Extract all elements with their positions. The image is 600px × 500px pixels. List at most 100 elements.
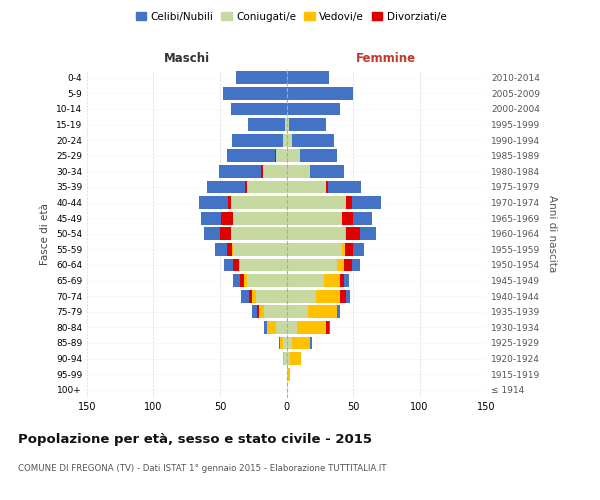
Bar — [346, 196, 352, 209]
Bar — [287, 87, 353, 100]
Text: Femmine: Femmine — [356, 52, 416, 65]
Bar — [316, 290, 340, 302]
Bar — [283, 134, 287, 146]
Bar — [264, 321, 266, 334]
Bar — [337, 258, 344, 272]
Bar — [287, 134, 292, 146]
Bar — [236, 72, 287, 84]
Bar — [206, 180, 245, 194]
Bar — [353, 243, 364, 256]
Bar — [359, 228, 376, 240]
Bar — [287, 102, 340, 116]
Bar — [276, 321, 287, 334]
Bar — [352, 258, 359, 272]
Bar — [233, 243, 287, 256]
Bar — [287, 336, 292, 349]
Bar — [256, 290, 287, 302]
Bar — [227, 243, 232, 256]
Bar — [344, 258, 352, 272]
Bar — [292, 336, 310, 349]
Bar — [257, 306, 259, 318]
Bar — [266, 321, 276, 334]
Bar — [343, 212, 353, 224]
Bar — [310, 165, 344, 178]
Bar — [230, 228, 287, 240]
Bar — [215, 243, 227, 256]
Bar — [283, 336, 287, 349]
Bar — [264, 306, 287, 318]
Bar — [224, 258, 233, 272]
Bar — [352, 196, 381, 209]
Bar — [278, 336, 280, 349]
Bar — [232, 134, 283, 146]
Bar — [276, 150, 287, 162]
Bar — [287, 165, 310, 178]
Bar — [287, 321, 297, 334]
Bar — [261, 165, 263, 178]
Bar — [326, 180, 328, 194]
Bar — [233, 258, 239, 272]
Bar — [287, 212, 343, 224]
Bar — [292, 134, 334, 146]
Bar — [252, 290, 256, 302]
Bar — [285, 118, 287, 131]
Bar — [287, 243, 343, 256]
Bar — [287, 290, 316, 302]
Bar — [227, 150, 275, 162]
Text: COMUNE DI FREGONA (TV) - Dati ISTAT 1° gennaio 2015 - Elaborazione TUTTITALIA.IT: COMUNE DI FREGONA (TV) - Dati ISTAT 1° g… — [18, 464, 386, 473]
Bar — [329, 321, 331, 334]
Bar — [247, 180, 287, 194]
Bar — [241, 290, 249, 302]
Text: Maschi: Maschi — [164, 52, 210, 65]
Bar — [223, 87, 287, 100]
Bar — [221, 212, 233, 224]
Bar — [337, 306, 340, 318]
Y-axis label: Fasce di età: Fasce di età — [40, 203, 50, 264]
Bar — [287, 150, 300, 162]
Bar — [326, 321, 329, 334]
Bar — [204, 228, 220, 240]
Bar — [230, 196, 287, 209]
Bar — [232, 243, 233, 256]
Bar — [259, 306, 264, 318]
Legend: Celibi/Nubili, Coniugati/e, Vedovi/e, Divorziati/e: Celibi/Nubili, Coniugati/e, Vedovi/e, Di… — [131, 8, 451, 26]
Bar — [345, 228, 346, 240]
Bar — [346, 290, 350, 302]
Bar — [249, 290, 252, 302]
Bar — [297, 321, 326, 334]
Bar — [248, 118, 285, 131]
Bar — [345, 243, 353, 256]
Bar — [324, 274, 340, 287]
Bar — [287, 368, 288, 380]
Bar — [346, 228, 359, 240]
Bar — [240, 274, 244, 287]
Bar — [233, 212, 287, 224]
Bar — [240, 258, 287, 272]
Bar — [263, 165, 287, 178]
Bar — [280, 336, 283, 349]
Bar — [283, 352, 284, 365]
Bar — [340, 290, 346, 302]
Bar — [202, 212, 221, 224]
Bar — [275, 150, 276, 162]
Bar — [239, 258, 240, 272]
Bar — [287, 196, 346, 209]
Bar — [287, 352, 290, 365]
Bar — [343, 243, 345, 256]
Bar — [284, 352, 287, 365]
Text: Popolazione per età, sesso e stato civile - 2015: Popolazione per età, sesso e stato civil… — [18, 432, 372, 446]
Bar — [328, 180, 361, 194]
Bar — [244, 274, 247, 287]
Bar — [289, 118, 326, 131]
Bar — [353, 212, 371, 224]
Bar — [344, 274, 349, 287]
Bar — [310, 336, 312, 349]
Bar — [230, 102, 287, 116]
Bar — [287, 306, 308, 318]
Bar — [287, 258, 337, 272]
Bar — [290, 352, 301, 365]
Bar — [233, 274, 240, 287]
Bar — [287, 72, 329, 84]
Bar — [218, 165, 261, 178]
Bar — [247, 274, 287, 287]
